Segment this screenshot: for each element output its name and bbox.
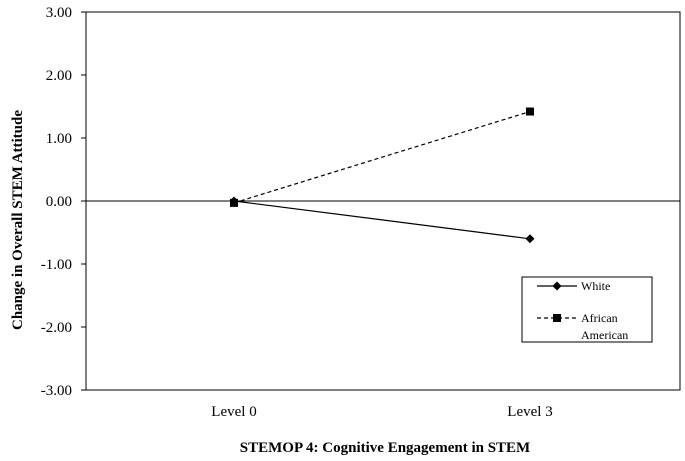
legend-label: African [581, 311, 618, 325]
y-tick-label: 2.00 [46, 68, 72, 84]
series-african-american [230, 107, 534, 207]
series-layer [229, 107, 535, 244]
data-point [525, 234, 535, 244]
y-tick-label: 0.00 [46, 194, 72, 210]
y-tick-label: -1.00 [41, 257, 72, 273]
data-point [230, 198, 238, 207]
y-tick-label: 1.00 [46, 131, 72, 147]
legend: White African American [521, 276, 653, 343]
legend-label: White [581, 279, 610, 293]
series-white [229, 196, 535, 244]
legend-box [521, 276, 653, 343]
series-line [233, 110, 531, 204]
legend-marker [553, 314, 561, 322]
x-tick-label: Level 3 [507, 404, 552, 420]
x-tick-label: Level 0 [211, 404, 256, 420]
y-tick-label: -2.00 [41, 320, 72, 336]
series-line [233, 200, 531, 240]
y-axis-title: Change in Overall STEM Attitude [10, 110, 26, 330]
legend-marker [552, 281, 562, 291]
y-tick-label: -3.00 [41, 383, 72, 399]
axes: 3.00 2.00 1.00 0.00 -1.00 -2.00 -3.00 Level 0 Le… [41, 5, 681, 420]
x-axis-title: STEMOP 4: Cognitive Engagement in STEM [240, 440, 530, 456]
legend-label: American [581, 328, 628, 342]
y-tick-label: 3.00 [46, 5, 72, 21]
data-point [526, 107, 534, 116]
